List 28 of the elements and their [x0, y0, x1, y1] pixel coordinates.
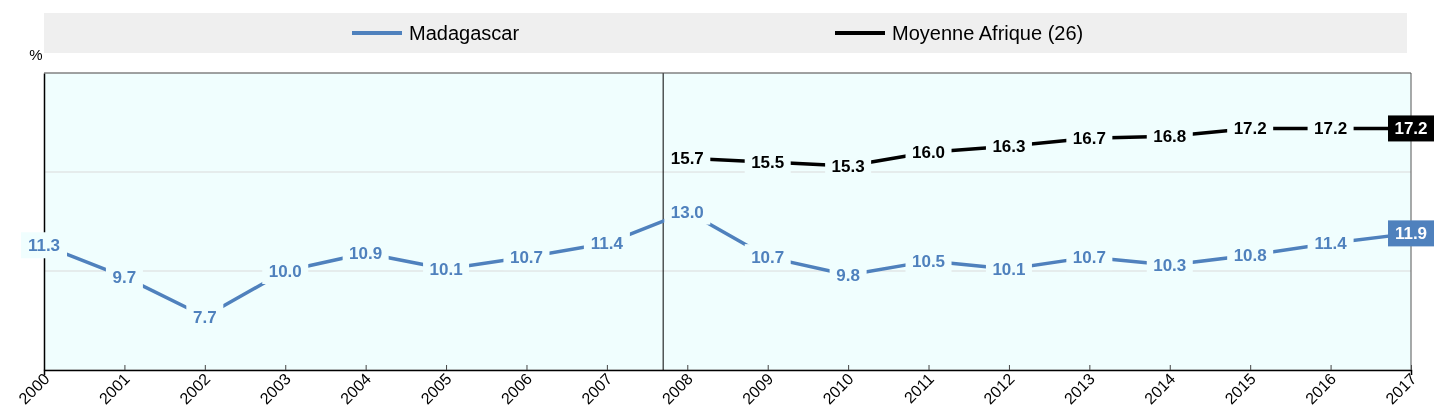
- data-label: 10.3: [1153, 256, 1187, 276]
- data-label: 16.8: [1153, 127, 1187, 147]
- data-label: 10.1: [429, 260, 463, 280]
- data-label: 10.0: [268, 262, 302, 281]
- data-label: 17.2: [1394, 119, 1428, 139]
- data-label: 17.2: [1314, 119, 1348, 139]
- data-label: 10.7: [751, 248, 785, 268]
- data-label: 10.8: [1233, 246, 1267, 266]
- data-label: 11.4: [1314, 234, 1348, 254]
- data-label: 10.9: [349, 244, 383, 264]
- legend-label: Moyenne Afrique (26): [892, 22, 1084, 44]
- data-label: 16.7: [1072, 129, 1106, 149]
- data-label: 10.7: [509, 248, 544, 268]
- data-label: 15.3: [831, 157, 865, 177]
- legend-label: Madagascar: [409, 22, 520, 44]
- data-label: 11.3: [27, 236, 61, 256]
- data-label: 17.2: [1233, 119, 1267, 139]
- data-label: 15.5: [751, 153, 785, 173]
- data-label: 13.0: [670, 202, 704, 222]
- data-label: 10.7: [1072, 248, 1106, 268]
- data-label: 11.9: [1394, 224, 1428, 244]
- data-label: 16.3: [992, 137, 1026, 157]
- data-label: 10.1: [992, 260, 1026, 280]
- data-label: 10.5: [911, 252, 946, 272]
- data-label: 11.4: [590, 234, 624, 254]
- y-axis-title: %: [29, 46, 43, 63]
- data-label: 16.0: [911, 143, 946, 163]
- data-label: 15.7: [670, 149, 704, 169]
